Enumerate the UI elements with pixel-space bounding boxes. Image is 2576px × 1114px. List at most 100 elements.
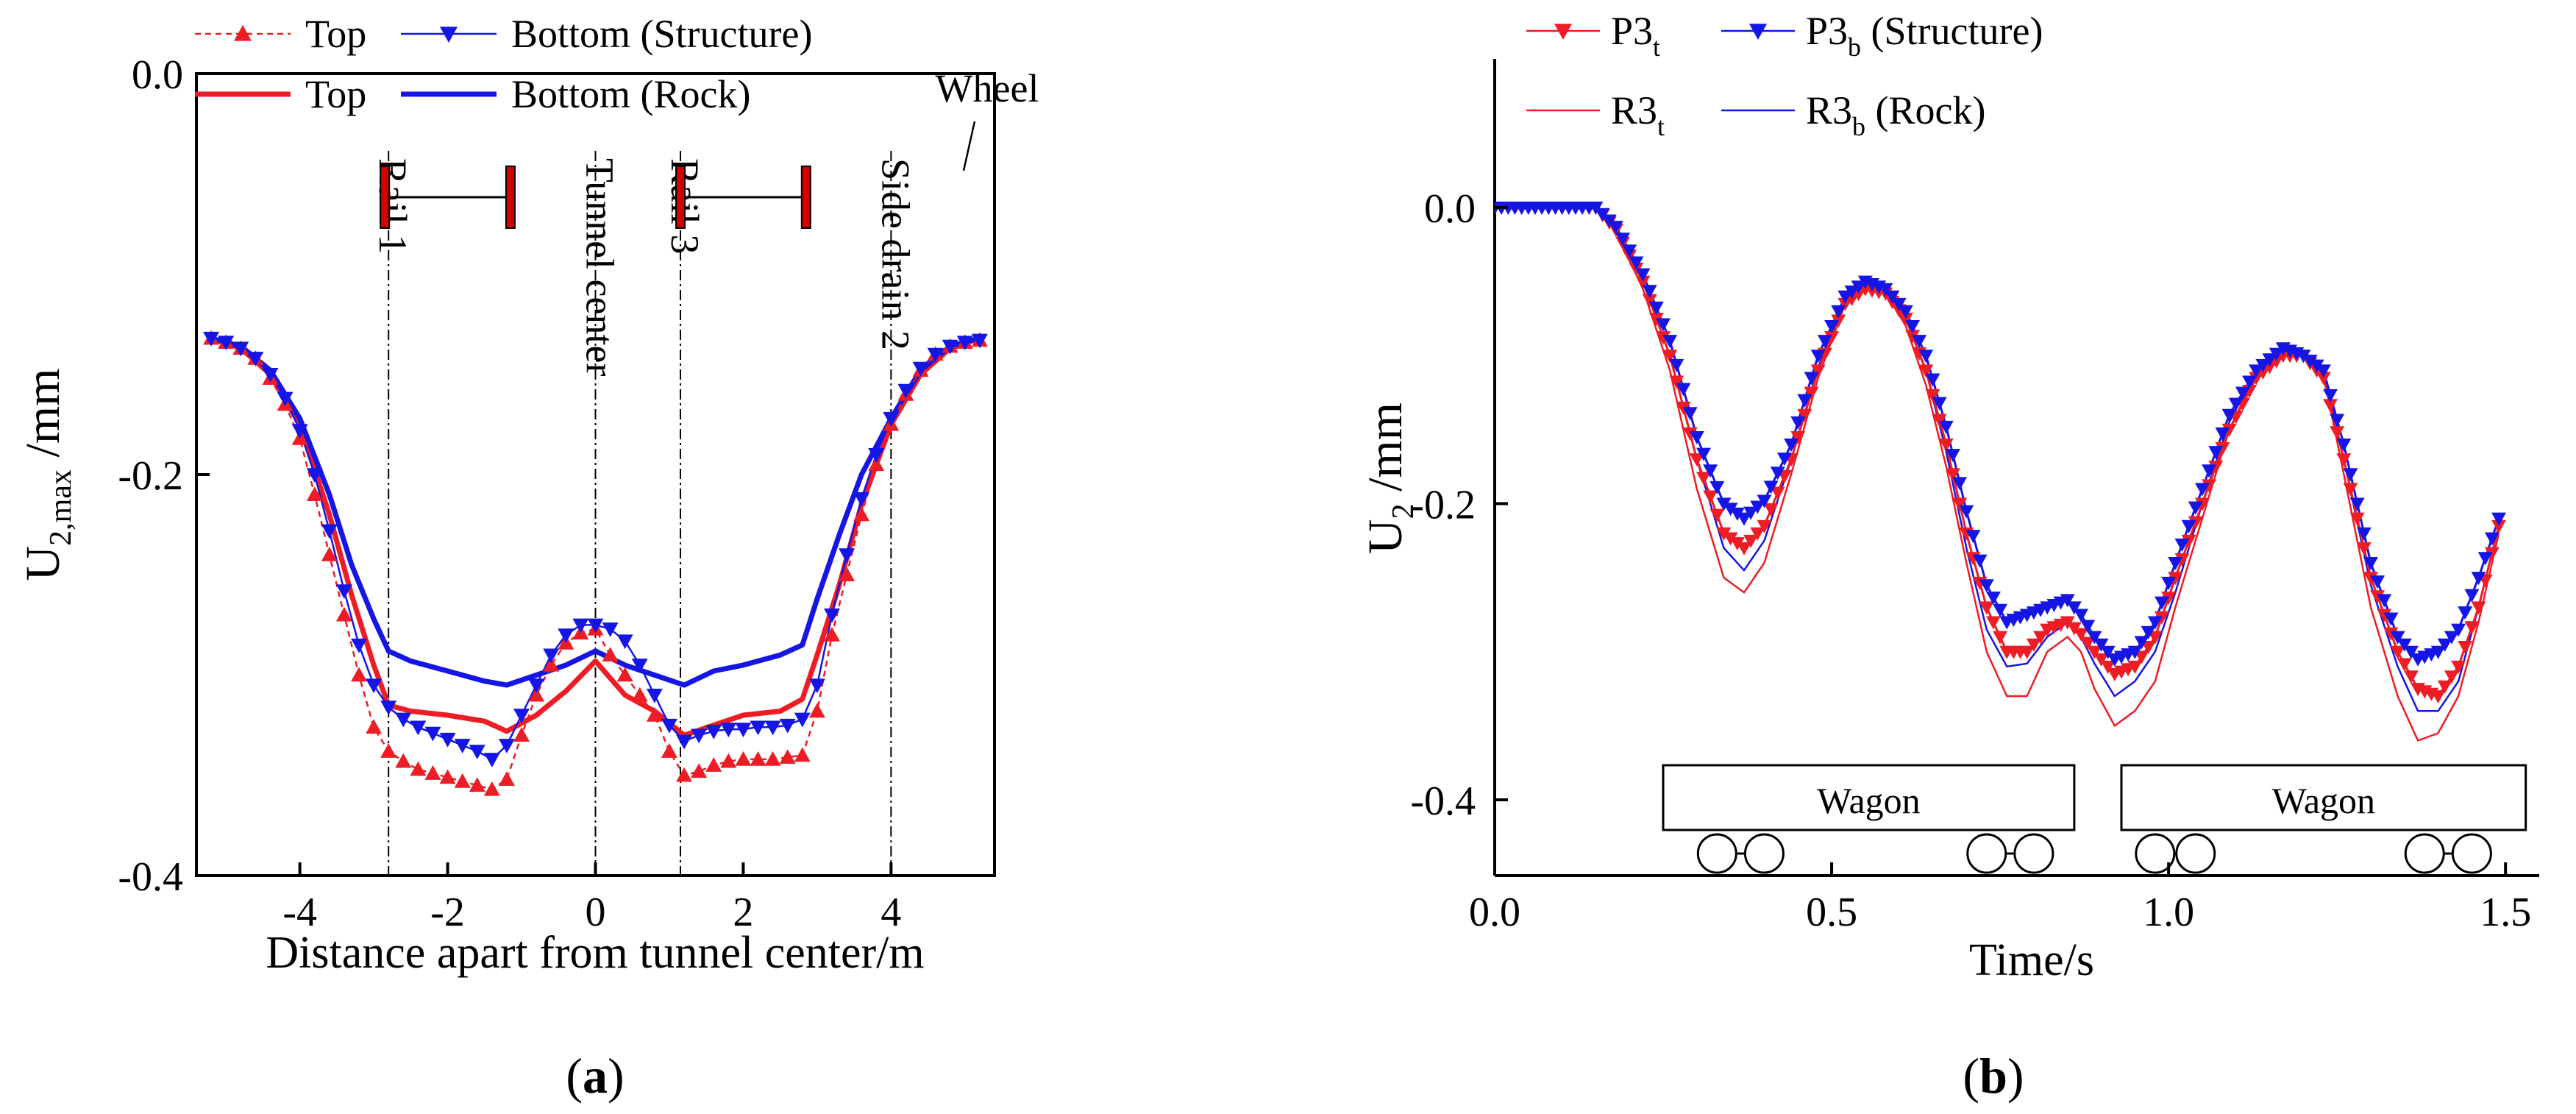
data-point-bottom-structure bbox=[558, 628, 574, 643]
data-point-top-structure bbox=[483, 781, 500, 796]
data-point-P3b bbox=[2093, 638, 2109, 652]
data-point-bottom-structure bbox=[469, 745, 485, 760]
data-point-top-structure bbox=[808, 703, 825, 718]
data-point-top-structure bbox=[410, 761, 427, 776]
data-point-bottom-structure bbox=[631, 659, 648, 673]
series-group-b bbox=[1495, 202, 2507, 742]
data-point-P3b bbox=[1891, 297, 1907, 311]
data-point-P3b bbox=[2255, 358, 2271, 372]
data-point-P3b bbox=[2336, 439, 2352, 452]
data-point-P3t bbox=[2444, 670, 2459, 684]
data-point-P3t bbox=[2194, 497, 2210, 511]
y-axis-label-sub-b: 2 bbox=[1387, 503, 1420, 519]
data-point-top-structure bbox=[543, 656, 560, 672]
series-line-R3t bbox=[1495, 206, 2500, 742]
data-point-bottom-structure bbox=[543, 648, 560, 664]
data-point-bottom-structure bbox=[942, 339, 958, 355]
data-point-P3b bbox=[1736, 512, 1751, 526]
data-point-bottom-structure bbox=[513, 709, 530, 723]
data-point-P3b bbox=[1770, 466, 1785, 480]
data-point-P3b bbox=[2484, 532, 2499, 546]
data-point-P3b bbox=[1959, 505, 1974, 519]
data-point-bottom-structure bbox=[868, 447, 885, 463]
data-point-P3b bbox=[1824, 320, 1840, 333]
x-axis-label-a: Distance apart from tunnel center/m bbox=[266, 928, 924, 978]
y-axis-label-unit-b: /mm bbox=[1359, 402, 1412, 504]
data-point-P3t bbox=[2323, 399, 2338, 413]
data-point-bottom-structure bbox=[853, 492, 870, 507]
data-point-bottom-structure bbox=[277, 391, 293, 407]
data-point-top-structure bbox=[823, 627, 840, 642]
data-point-P3t bbox=[2127, 660, 2143, 674]
data-point-P3t bbox=[2134, 650, 2149, 664]
data-point-P3t bbox=[2491, 519, 2507, 533]
x-tick-label-b: 1.0 bbox=[2143, 890, 2194, 935]
data-point-top-structure bbox=[705, 757, 722, 772]
data-point-P3t bbox=[1757, 519, 1772, 533]
data-point-P3b bbox=[2147, 616, 2163, 630]
data-point-bottom-structure bbox=[720, 723, 737, 738]
legend-label: Top bbox=[305, 12, 366, 56]
data-point-top-structure bbox=[868, 456, 885, 472]
data-point-P3b bbox=[2235, 386, 2250, 400]
wheel-pointer bbox=[962, 121, 976, 171]
x-tick-label-a: 4 bbox=[880, 890, 901, 935]
wheel-block bbox=[505, 166, 516, 229]
data-point-top-structure bbox=[469, 777, 485, 792]
x-tick-label-b: 0.0 bbox=[1469, 890, 1520, 935]
data-point-P3t bbox=[2080, 636, 2096, 650]
data-point-bottom-structure bbox=[291, 424, 308, 439]
data-point-P3t bbox=[1797, 408, 1812, 422]
data-point-P3b bbox=[1709, 480, 1725, 494]
data-point-top-structure bbox=[454, 773, 471, 788]
data-point-P3t bbox=[1770, 486, 1785, 500]
data-point-P3t bbox=[1656, 331, 1671, 345]
data-point-P3t bbox=[1945, 468, 1960, 482]
legend-label: P3t bbox=[1611, 9, 1660, 62]
data-point-P3b bbox=[2464, 589, 2480, 603]
panel-label-b: (b) bbox=[1963, 1048, 2024, 1104]
data-point-bottom-structure bbox=[247, 352, 264, 366]
data-point-P3b bbox=[1790, 416, 1806, 430]
data-point-P3b bbox=[1810, 350, 1826, 363]
data-point-P3b bbox=[2343, 468, 2358, 482]
series-line-bottom-rock bbox=[210, 336, 981, 688]
data-point-P3t bbox=[2383, 627, 2399, 641]
data-point-P3b bbox=[2430, 645, 2446, 659]
wagon-wheel bbox=[1696, 833, 1737, 874]
data-point-P3t bbox=[2181, 534, 2196, 548]
data-point-P3t bbox=[1898, 312, 1913, 326]
x-ticks-b: 0.0 0.5 1.0 1.5 bbox=[1469, 862, 2531, 935]
data-point-P3b bbox=[2349, 497, 2365, 511]
data-point-P3t bbox=[1905, 330, 1920, 344]
data-point-bottom-structure bbox=[691, 728, 708, 744]
reference-line-label: Rail 1 bbox=[371, 158, 415, 255]
panel-label-a: (a) bbox=[566, 1048, 624, 1104]
series-line-top-structure bbox=[210, 337, 981, 791]
data-point-P3b bbox=[1817, 335, 1832, 349]
data-point-bottom-structure bbox=[483, 753, 500, 767]
legend-marker bbox=[1554, 24, 1572, 40]
data-point-P3b bbox=[2134, 636, 2149, 650]
data-point-bottom-structure bbox=[883, 411, 900, 427]
data-point-top-structure bbox=[321, 547, 338, 561]
data-point-top-structure bbox=[498, 771, 515, 786]
data-point-P3b bbox=[1979, 579, 1994, 593]
data-point-P3b bbox=[1965, 530, 1981, 544]
data-point-P3t bbox=[1682, 427, 1698, 441]
data-point-P3t bbox=[1790, 430, 1806, 444]
data-point-bottom-structure bbox=[616, 634, 633, 650]
data-point-P3t bbox=[2100, 660, 2116, 674]
data-point-bottom-structure bbox=[395, 712, 412, 728]
data-point-P3b bbox=[2397, 638, 2412, 652]
x-tick-label-a: 0 bbox=[586, 890, 606, 935]
reference-line-label: Tunnel center bbox=[578, 158, 622, 376]
data-point-P3b bbox=[1898, 305, 1913, 319]
data-point-P3b bbox=[1918, 350, 1934, 363]
data-point-P3b bbox=[2491, 512, 2507, 526]
data-point-bottom-structure bbox=[839, 548, 855, 563]
wagon-body bbox=[2120, 764, 2527, 831]
data-point-P3t bbox=[2141, 641, 2156, 655]
data-point-P3b bbox=[2444, 631, 2459, 645]
data-point-bottom-structure bbox=[439, 732, 456, 748]
